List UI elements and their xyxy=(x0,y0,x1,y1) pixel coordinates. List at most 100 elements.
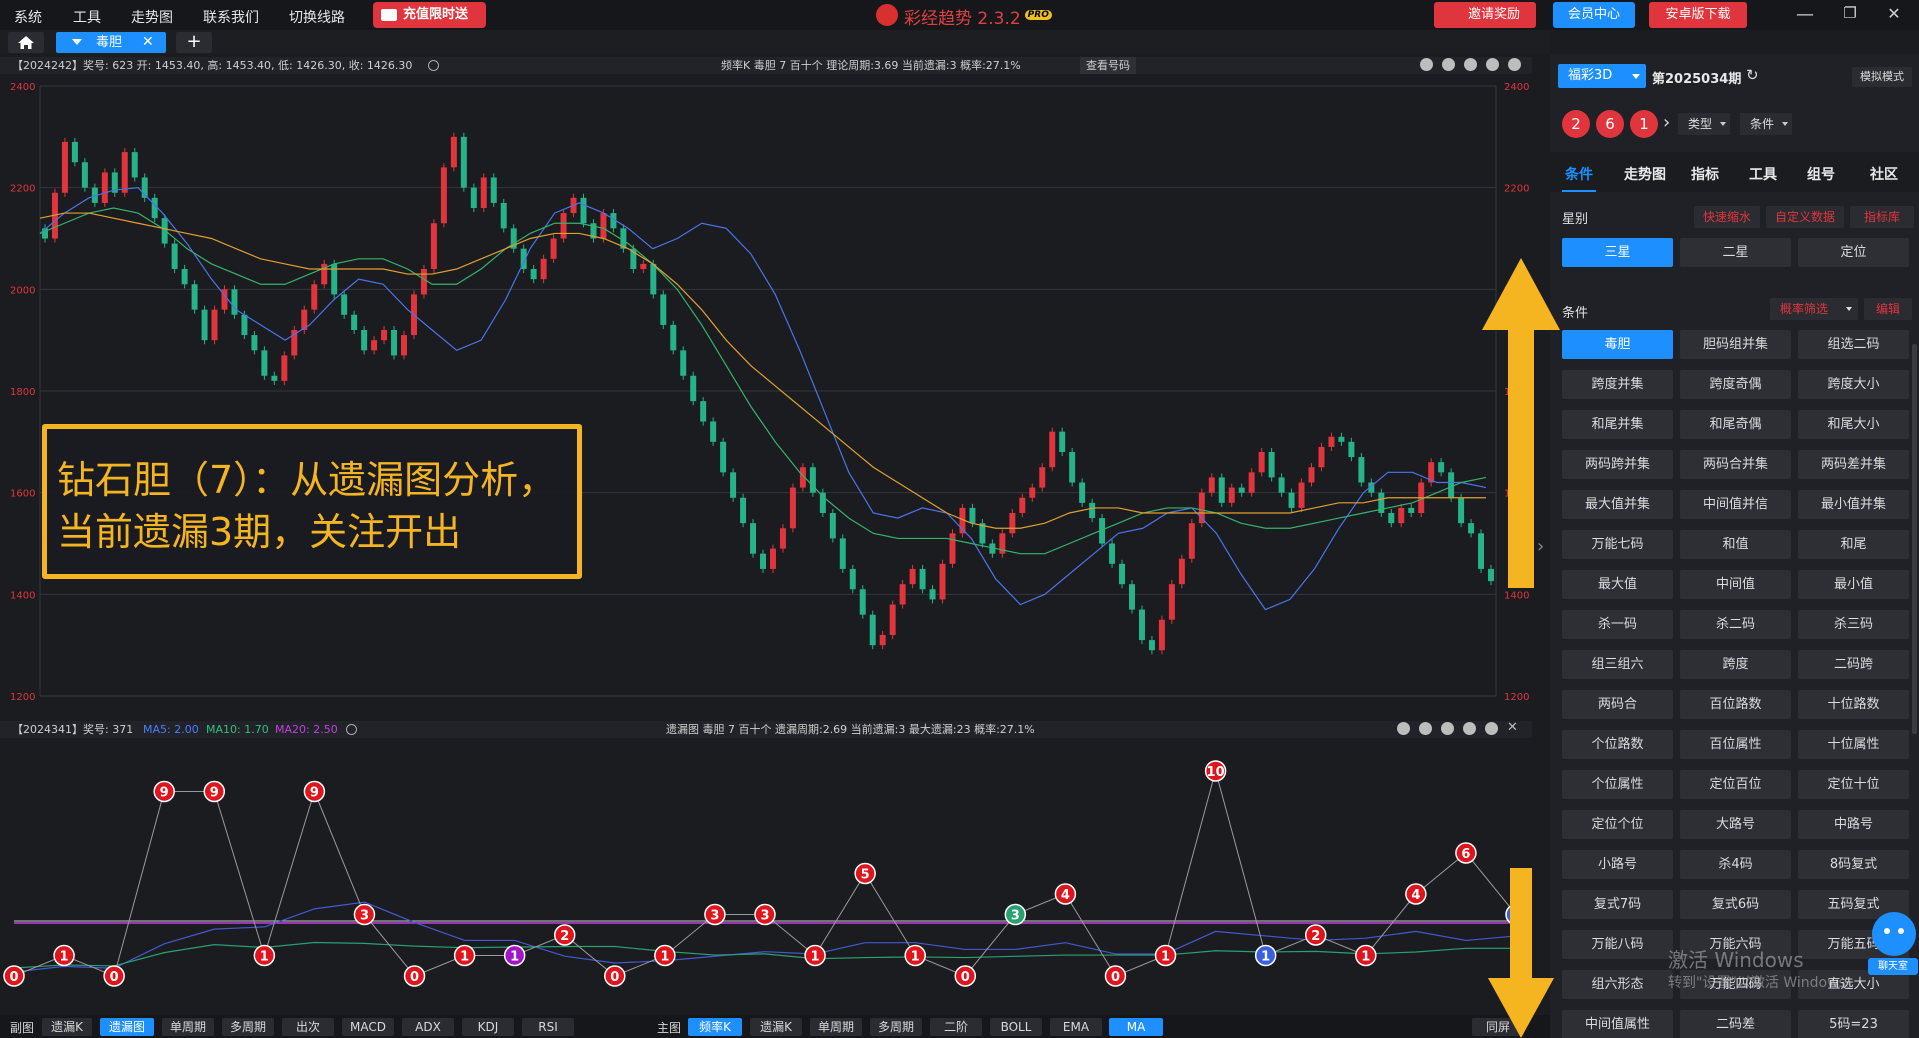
omission-point[interactable] xyxy=(1104,965,1127,987)
tab-trend[interactable]: 走势图 xyxy=(1624,167,1666,183)
menu-contact[interactable]: 联系我们 xyxy=(203,10,259,26)
condition-button[interactable]: 和值 xyxy=(1680,530,1791,559)
condition-button[interactable]: 两码合并集 xyxy=(1680,450,1791,479)
omission-point[interactable] xyxy=(53,944,75,967)
omission-point[interactable] xyxy=(1154,944,1177,967)
condition-button[interactable]: 中间值并信 xyxy=(1680,490,1791,519)
up-icon[interactable] xyxy=(1441,722,1454,735)
omission-point[interactable] xyxy=(1304,924,1327,946)
condition-button[interactable]: 万能八码 xyxy=(1562,930,1673,959)
tab-conditions[interactable]: 条件 xyxy=(1565,167,1593,183)
omission-point[interactable] xyxy=(153,780,175,803)
undo-icon[interactable] xyxy=(1442,58,1455,71)
invite-reward-button[interactable]: 邀请奖励 xyxy=(1434,2,1536,28)
android-download-button[interactable]: 安卓版下载 xyxy=(1649,2,1747,28)
btn-adx[interactable]: ADX xyxy=(402,1018,454,1036)
omission-point[interactable] xyxy=(804,944,826,967)
btn-multi-period[interactable]: 多周期 xyxy=(222,1018,274,1036)
btn-frequency-k[interactable]: 频率K xyxy=(688,1018,742,1036)
omission-point[interactable] xyxy=(553,924,576,946)
condition-button[interactable]: 个位属性 xyxy=(1562,770,1673,799)
condition-button[interactable]: 定位百位 xyxy=(1680,770,1791,799)
condition-button[interactable]: 杀4码 xyxy=(1680,850,1791,879)
help-icon[interactable] xyxy=(428,60,439,71)
gear-icon[interactable] xyxy=(1485,722,1498,735)
member-center-button[interactable]: 会员中心 xyxy=(1553,2,1635,28)
condition-button[interactable]: 和尾并集 xyxy=(1562,410,1673,439)
tab-community[interactable]: 社区 xyxy=(1870,167,1898,183)
condition-button[interactable]: 二码差 xyxy=(1680,1010,1791,1038)
condition-button[interactable]: 复式6码 xyxy=(1680,890,1791,919)
condition-button[interactable]: 和尾奇偶 xyxy=(1680,410,1791,439)
star-two-button[interactable]: 二星 xyxy=(1680,238,1791,267)
condition-button[interactable]: 和尾 xyxy=(1798,530,1909,559)
omission-point[interactable] xyxy=(754,903,776,926)
btn-kdj[interactable]: KDJ xyxy=(462,1018,514,1036)
btn-main-omission-k[interactable]: 遗漏K xyxy=(750,1018,802,1036)
star-three-button[interactable]: 三星 xyxy=(1562,238,1673,267)
condition-button[interactable]: 跨度并集 xyxy=(1562,370,1673,399)
down-icon[interactable] xyxy=(1486,58,1499,71)
condition-button[interactable]: 五码复式 xyxy=(1798,890,1909,919)
refresh-icon[interactable]: ↻ xyxy=(1746,66,1759,84)
lottery-select[interactable]: 福彩3D xyxy=(1558,64,1646,88)
close-icon[interactable] xyxy=(1508,58,1521,71)
home-button[interactable] xyxy=(8,32,44,53)
omission-point[interactable] xyxy=(1455,842,1477,864)
menu-tools[interactable]: 工具 xyxy=(73,10,101,26)
pin-icon[interactable] xyxy=(1397,722,1410,735)
omission-point[interactable] xyxy=(954,965,977,987)
condition-button[interactable]: 组选二码 xyxy=(1798,330,1909,359)
btn-occurrence[interactable]: 出次 xyxy=(282,1018,334,1036)
frequency-k-chart[interactable]: 2400240022002200200020001800180016001600… xyxy=(0,76,1532,702)
condition-button[interactable]: 大路号 xyxy=(1680,810,1791,839)
chat-room-button[interactable]: 聊天室 xyxy=(1868,958,1918,975)
btn-rsi[interactable]: RSI xyxy=(522,1018,574,1036)
condition-button[interactable]: 跨度大小 xyxy=(1798,370,1909,399)
chat-icon[interactable] xyxy=(1872,912,1916,956)
btn-same-screen[interactable]: 同屏 xyxy=(1472,1018,1524,1036)
condition-button[interactable]: 组六形态 xyxy=(1562,970,1673,999)
condition-button[interactable]: 最小值 xyxy=(1798,570,1909,599)
omission-point[interactable] xyxy=(704,903,726,926)
omission-point[interactable] xyxy=(604,965,626,987)
menu-trend[interactable]: 走势图 xyxy=(131,10,173,26)
quick-shrink-link[interactable]: 快速缩水 xyxy=(1694,206,1760,228)
condition-button[interactable]: 万能六码 xyxy=(1680,930,1791,959)
omission-point[interactable] xyxy=(203,780,226,803)
btn-ma[interactable]: MA xyxy=(1109,1018,1163,1036)
condition-button[interactable]: 跨度奇偶 xyxy=(1680,370,1791,399)
condition-button[interactable]: 个位路数 xyxy=(1562,730,1673,759)
omission-point[interactable] xyxy=(353,903,376,926)
condition-select[interactable]: 条件 xyxy=(1740,113,1792,135)
condition-button[interactable]: 杀三码 xyxy=(1798,610,1909,639)
condition-button[interactable]: 5码=23 xyxy=(1798,1010,1909,1038)
omission-point[interactable] xyxy=(1355,944,1377,967)
omission-point[interactable] xyxy=(1254,944,1277,967)
condition-button[interactable]: 中路号 xyxy=(1798,810,1909,839)
condition-button[interactable]: 二码跨 xyxy=(1798,650,1909,679)
btn-second-order[interactable]: 二阶 xyxy=(930,1018,982,1036)
condition-button[interactable]: 中间值属性 xyxy=(1562,1010,1673,1038)
condition-button[interactable]: 小路号 xyxy=(1562,850,1673,879)
omission-point[interactable] xyxy=(1004,903,1027,926)
indicator-library-link[interactable]: 指标库 xyxy=(1850,206,1914,228)
collapse-arrow-icon[interactable]: › xyxy=(1537,536,1545,557)
omission-point[interactable] xyxy=(904,944,926,967)
condition-button[interactable]: 中间值 xyxy=(1680,570,1791,599)
condition-button[interactable]: 百位属性 xyxy=(1680,730,1791,759)
btn-main-single-period[interactable]: 单周期 xyxy=(810,1018,862,1036)
condition-button[interactable]: 万能四码 xyxy=(1680,970,1791,999)
tab-tools[interactable]: 工具 xyxy=(1749,167,1777,183)
settings-icon[interactable] xyxy=(1419,722,1432,735)
condition-button[interactable]: 两码合 xyxy=(1562,690,1673,719)
btn-omission-chart[interactable]: 遗漏图 xyxy=(100,1018,154,1036)
condition-button[interactable]: 十位路数 xyxy=(1798,690,1909,719)
condition-button[interactable]: 最大值 xyxy=(1562,570,1673,599)
btn-ema[interactable]: EMA xyxy=(1050,1018,1102,1036)
omission-point[interactable] xyxy=(1405,883,1427,905)
help-icon[interactable] xyxy=(346,724,357,735)
omission-point[interactable] xyxy=(3,965,25,987)
condition-button[interactable]: 两码差并集 xyxy=(1798,450,1909,479)
condition-button[interactable]: 两码跨并集 xyxy=(1562,450,1673,479)
